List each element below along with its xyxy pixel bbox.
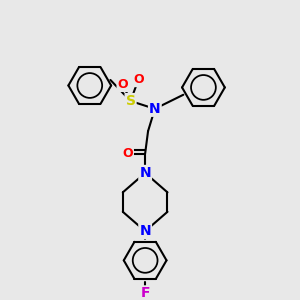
Text: N: N	[149, 102, 161, 116]
Text: S: S	[126, 94, 136, 108]
Text: N: N	[139, 224, 151, 238]
Text: O: O	[122, 147, 133, 160]
Text: N: N	[139, 166, 151, 180]
Text: O: O	[133, 73, 144, 86]
Text: O: O	[118, 78, 128, 91]
Text: F: F	[140, 286, 150, 300]
